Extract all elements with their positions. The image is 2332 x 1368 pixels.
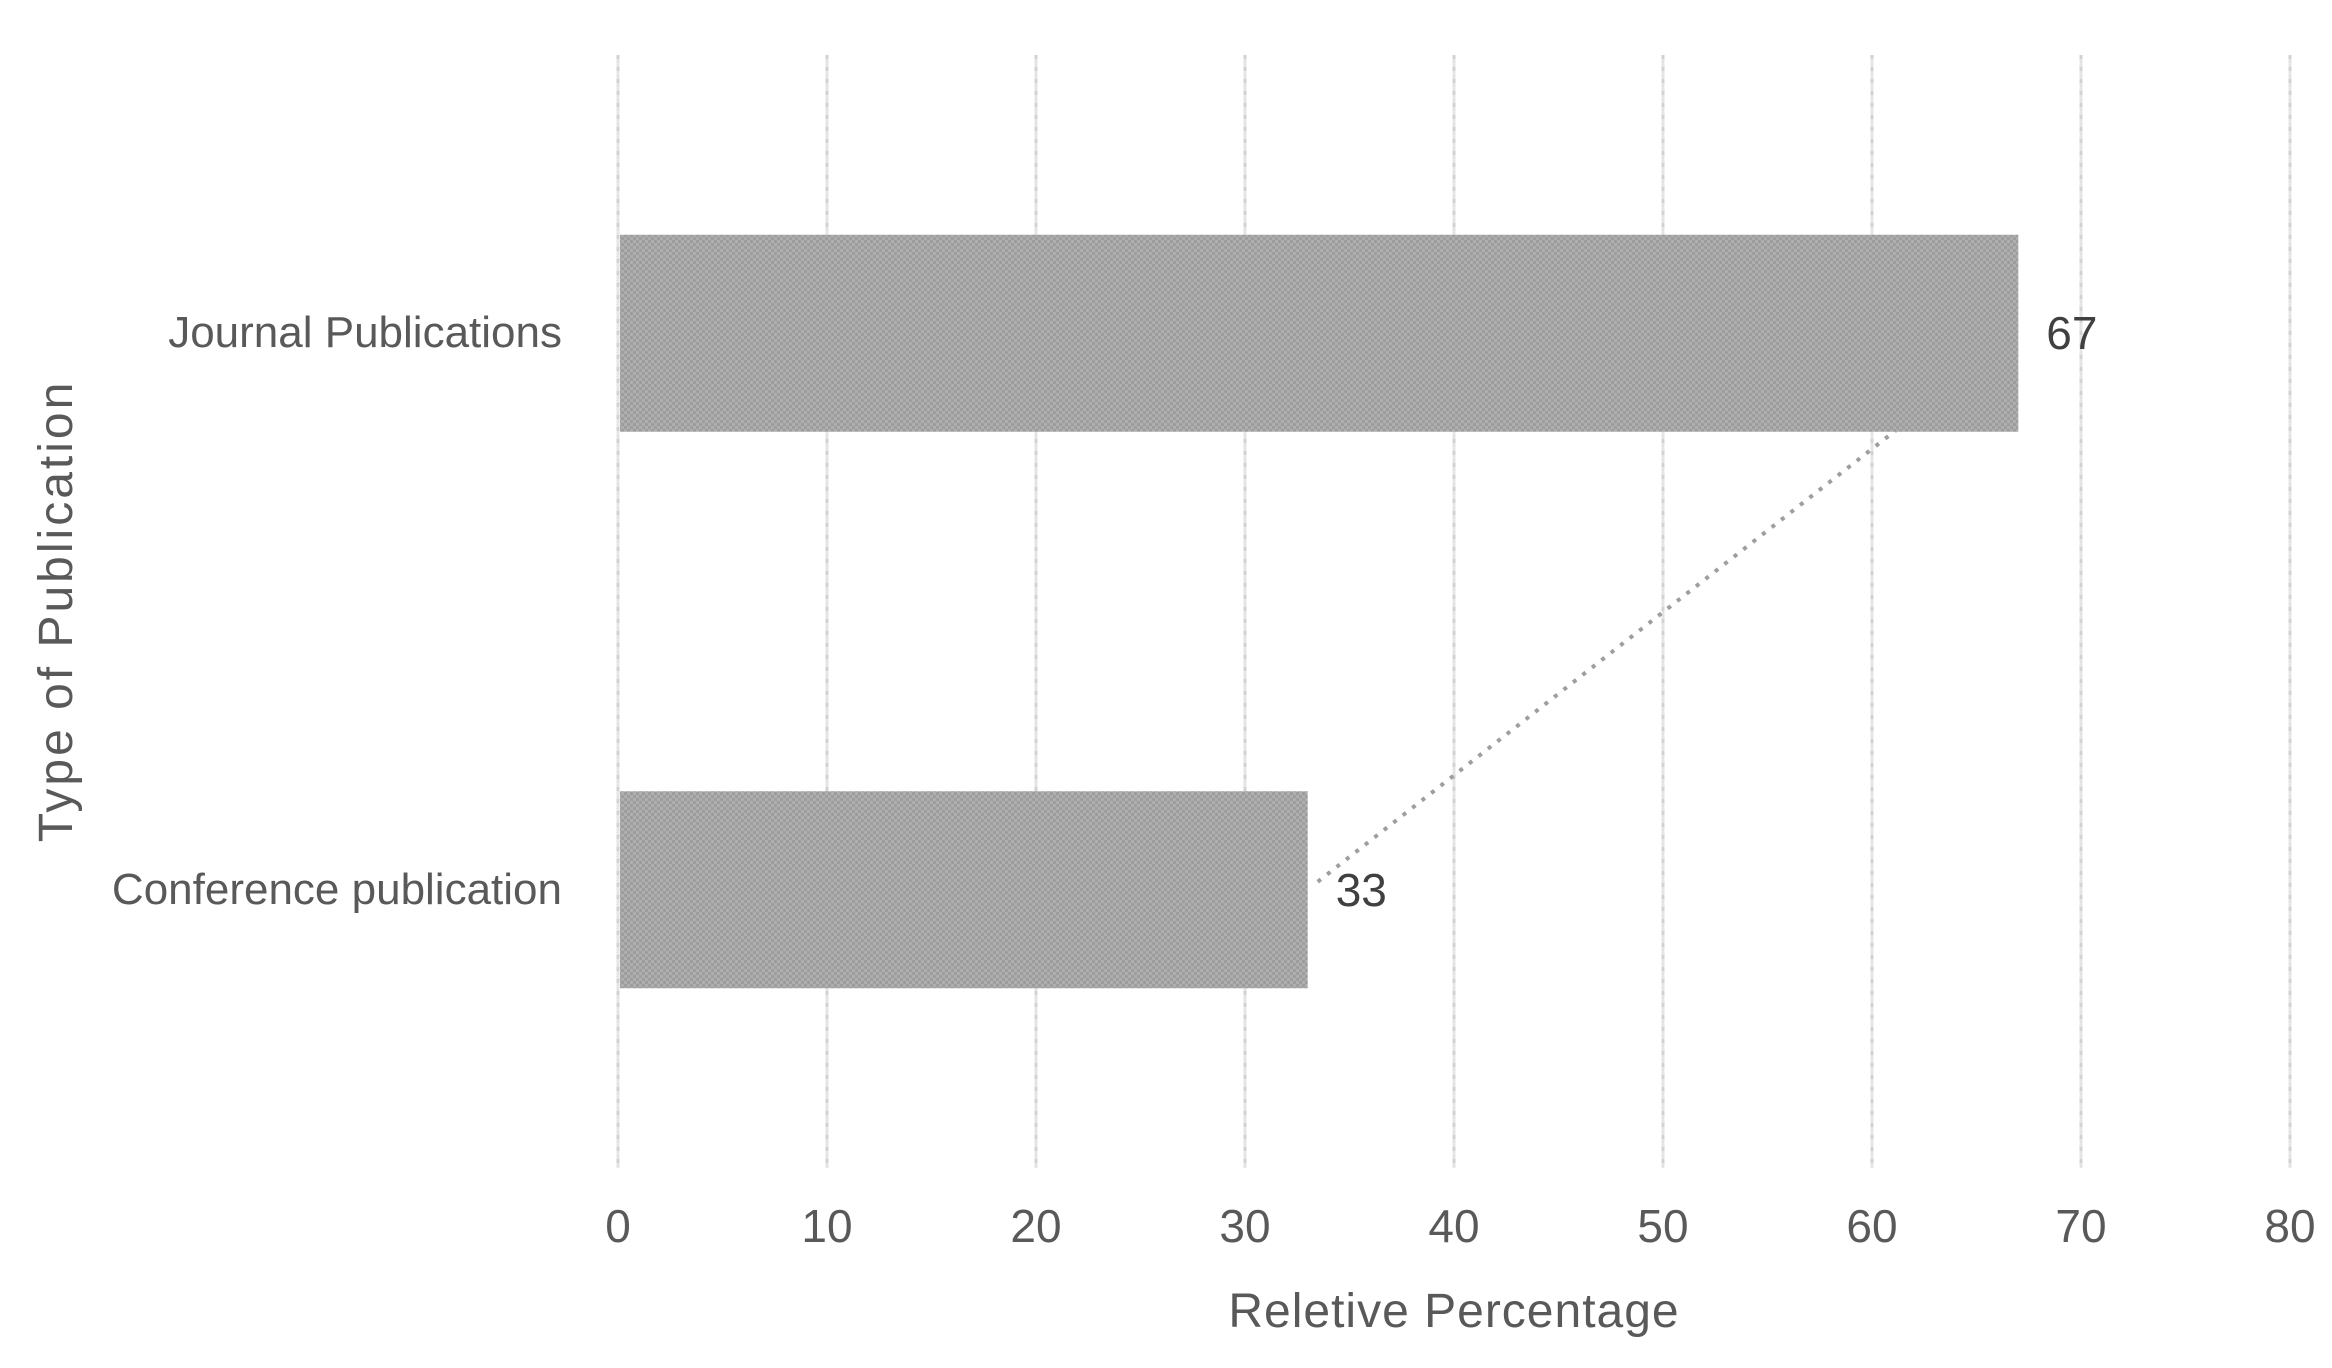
bar-1: [620, 791, 1308, 989]
x-tick-label: 80: [2264, 1200, 2316, 1252]
x-tick-label: 10: [801, 1200, 853, 1252]
value-label: 67: [2046, 307, 2098, 360]
category-label: Journal Publications: [168, 308, 562, 358]
x-tick-label: 0: [605, 1200, 631, 1252]
x-tick-label: 70: [2055, 1200, 2107, 1252]
x-tick-label: 40: [1428, 1200, 1480, 1252]
bar-0: [620, 234, 2019, 432]
x-tick-label: 30: [1219, 1200, 1271, 1252]
trendline: [1316, 334, 2018, 884]
x-tick-label: 20: [1010, 1200, 1062, 1252]
x-tick-label: 50: [1637, 1200, 1689, 1252]
value-label: 33: [1335, 863, 1387, 916]
y-axis-title: Type of Publication: [30, 379, 83, 843]
category-label: Conference publication: [111, 864, 562, 914]
x-tick-label: 60: [1846, 1200, 1898, 1252]
x-axis-title: Reletive Percentage: [1228, 1285, 1680, 1338]
